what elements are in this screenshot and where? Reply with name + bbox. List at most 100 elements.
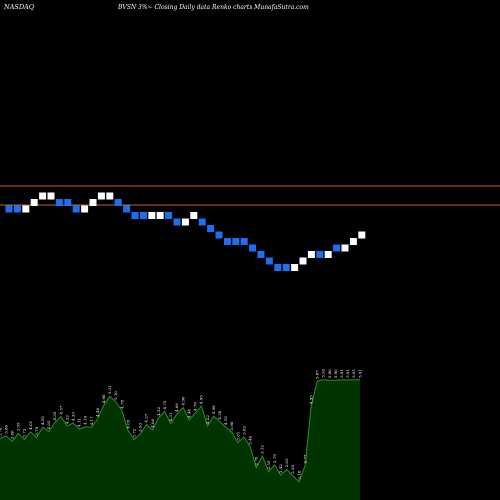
renko-brick-down xyxy=(123,205,131,213)
renko-brick-down xyxy=(55,199,63,206)
renko-brick-down xyxy=(207,225,215,232)
volume-data-label: 4.70 xyxy=(193,402,198,411)
renko-brick-up xyxy=(30,199,38,206)
renko-brick-down xyxy=(249,244,257,252)
chart-title: BVSN 3%~ Closing Daily data Renko charts… xyxy=(117,4,309,11)
renko-bricks-layer xyxy=(5,192,366,271)
volume-data-label: 4.98 xyxy=(101,394,106,403)
volume-area-fill xyxy=(0,379,360,500)
volume-data-label: 4.17 xyxy=(89,416,94,425)
renko-brick-down xyxy=(257,251,265,258)
volume-data-label: 4.01 xyxy=(28,421,33,430)
renko-brick-down xyxy=(223,238,231,245)
volume-data-label: 2.42 xyxy=(278,464,283,473)
renko-brick-down xyxy=(215,231,223,239)
renko-brick-down xyxy=(240,238,248,245)
renko-brick-down xyxy=(139,212,147,219)
renko-brick-up xyxy=(190,212,198,219)
volume-data-label: 5.90 xyxy=(327,369,332,378)
volume-data-label: 4.31 xyxy=(168,413,173,422)
renko-brick-down xyxy=(165,212,173,219)
volume-data-label: 2.18 xyxy=(296,470,301,479)
volume-data-label: 4.57 xyxy=(58,405,63,414)
volume-data-label: 3.12 xyxy=(260,445,265,454)
volume-data-label: 3.86 xyxy=(3,424,8,433)
volume-data-label: 5.91 xyxy=(339,369,344,378)
volume-data-label: 4.52 xyxy=(156,406,161,415)
renko-brick-up xyxy=(47,192,55,200)
volume-data-label: 4.48 xyxy=(95,408,100,417)
renko-brick-down xyxy=(131,212,139,219)
volume-labels-layer: 3.76 3.863.663.953.724.013.794.18 4.024.35… xyxy=(0,368,362,479)
volume-data-label: 4.22 xyxy=(64,415,69,424)
volume-data-label: 3.76 xyxy=(0,427,2,436)
renko-brick-up xyxy=(324,251,332,258)
volume-data-label: 3.79 xyxy=(34,426,39,435)
volume-data-label: 4.38 xyxy=(217,410,222,419)
volume-data-label: 4.35 xyxy=(52,411,57,420)
renko-brick-down xyxy=(232,238,240,245)
volume-data-label: 4.33 xyxy=(71,412,76,421)
volume-data-label: 3.46 xyxy=(248,435,253,444)
renko-brick-down xyxy=(13,205,21,213)
volume-data-label: 4.02 xyxy=(46,420,51,429)
volume-data-label: 4.18 xyxy=(223,416,228,425)
volume-data-label: 4.18 xyxy=(40,416,45,425)
renko-brick-up xyxy=(307,251,315,258)
renko-brick-up xyxy=(291,264,299,271)
renko-brick-down xyxy=(114,199,122,206)
volume-data-label: 5.92 xyxy=(321,368,326,377)
volume-data-label: 5.31 xyxy=(107,385,112,394)
renko-brick-up xyxy=(106,192,114,200)
volume-data-label: 3.72 xyxy=(22,428,27,437)
renko-brick-up xyxy=(81,205,89,213)
volume-data-label: 5.10 xyxy=(113,391,118,400)
volume-data-label: 4.11 xyxy=(77,418,82,427)
volume-data-label: 4.75 xyxy=(162,400,167,409)
volume-data-label: 4.05 xyxy=(125,419,130,428)
renko-brick-down xyxy=(173,218,181,226)
renko-brick-down xyxy=(72,205,80,213)
volume-data-label: 4.19 xyxy=(83,415,88,424)
renko-brick-down xyxy=(333,244,341,252)
volume-data-label: 3.66 xyxy=(10,430,15,439)
volume-data-label: 4.95 xyxy=(199,395,204,404)
renko-brick-down xyxy=(64,199,72,206)
volume-data-label: 4.58 xyxy=(211,405,216,414)
volume-data-label: 4.22 xyxy=(205,415,210,424)
renko-brick-down xyxy=(198,218,206,226)
volume-data-label: 2.55 xyxy=(266,460,271,469)
volume-data-label: 5.91 xyxy=(345,369,350,378)
volume-data-label: 3.72 xyxy=(132,428,137,437)
renko-brick-down xyxy=(316,251,324,258)
volume-data-label: 4.66 xyxy=(174,403,179,412)
renko-brick-up xyxy=(358,231,366,239)
renko-brick-down xyxy=(282,264,290,271)
volume-data-label: 5.87 xyxy=(315,370,320,379)
volume-data-label: 2.70 xyxy=(254,456,259,465)
volume-data-label: 5.90 xyxy=(333,369,338,378)
volume-data-label: 2.63 xyxy=(284,458,289,467)
volume-area-layer xyxy=(0,379,360,500)
volume-data-label: 4.08 xyxy=(150,418,155,427)
renko-brick-down xyxy=(5,205,13,213)
volume-data-label: 4.44 xyxy=(187,409,192,418)
renko-brick-up xyxy=(148,212,156,219)
renko-brick-up xyxy=(299,257,307,265)
volume-data-label: 4.27 xyxy=(144,413,149,422)
volume-data-label: 3.82 xyxy=(241,426,246,435)
renko-brick-up xyxy=(156,212,164,219)
volume-data-label: 3.98 xyxy=(229,421,234,430)
volume-data-label: 3.95 xyxy=(16,422,21,431)
volume-area-outline xyxy=(0,379,360,483)
volume-data-label: 5.91 xyxy=(357,369,362,378)
renko-brick-up xyxy=(349,238,357,245)
volume-data-label: 4.78 xyxy=(119,399,124,408)
renko-brick-up xyxy=(39,192,47,200)
volume-data-label: 3.93 xyxy=(138,423,143,432)
volume-data-label: 5.91 xyxy=(351,369,356,378)
renko-brick-up xyxy=(181,218,189,226)
volume-data-label: 2.77 xyxy=(302,454,307,463)
